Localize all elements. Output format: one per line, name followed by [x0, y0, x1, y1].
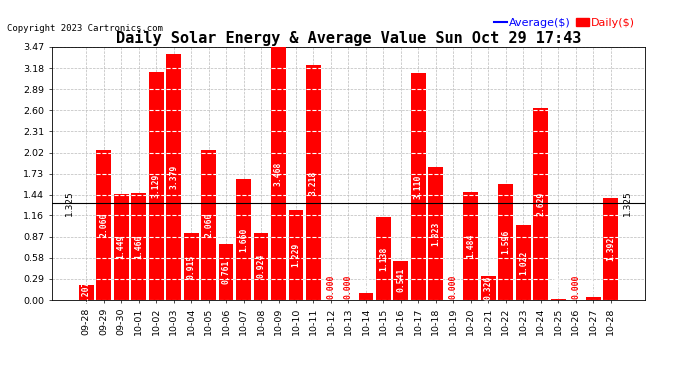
Bar: [79, 285, 94, 300]
Text: 1.229: 1.229: [291, 243, 300, 267]
Bar: [498, 184, 513, 300]
Text: 1.460: 1.460: [134, 234, 143, 259]
Bar: [481, 276, 496, 300]
Text: 3.468: 3.468: [274, 161, 283, 186]
Bar: [219, 244, 233, 300]
Bar: [166, 54, 181, 300]
Text: 1.138: 1.138: [379, 246, 388, 271]
Bar: [114, 194, 128, 300]
Bar: [376, 217, 391, 300]
Legend: Average($), Daily($): Average($), Daily($): [489, 13, 640, 32]
Bar: [254, 232, 268, 300]
Text: 1.660: 1.660: [239, 227, 248, 252]
Bar: [271, 47, 286, 300]
Bar: [201, 150, 216, 300]
Text: 3.379: 3.379: [169, 165, 178, 189]
Text: 0.326: 0.326: [484, 276, 493, 300]
Bar: [533, 108, 549, 300]
Bar: [306, 65, 321, 300]
Bar: [393, 261, 408, 300]
Bar: [551, 299, 566, 300]
Bar: [131, 194, 146, 300]
Text: 3.110: 3.110: [414, 174, 423, 199]
Text: 0.009: 0.009: [554, 272, 563, 296]
Bar: [288, 210, 304, 300]
Text: 3.129: 3.129: [152, 174, 161, 198]
Text: 1.823: 1.823: [431, 221, 440, 246]
Text: 0.000: 0.000: [449, 275, 458, 299]
Text: 0.043: 0.043: [589, 269, 598, 293]
Text: 1.449: 1.449: [117, 235, 126, 260]
Text: 1.392: 1.392: [607, 237, 615, 261]
Text: 2.060: 2.060: [204, 213, 213, 237]
Text: 3.218: 3.218: [309, 171, 318, 195]
Bar: [96, 150, 111, 300]
Bar: [603, 198, 618, 300]
Bar: [184, 233, 199, 300]
Bar: [516, 225, 531, 300]
Bar: [148, 72, 164, 300]
Text: 0.541: 0.541: [397, 268, 406, 292]
Text: 1.325: 1.325: [623, 190, 632, 216]
Bar: [359, 293, 373, 300]
Text: Copyright 2023 Cartronics.com: Copyright 2023 Cartronics.com: [7, 24, 163, 33]
Text: 1.022: 1.022: [519, 251, 528, 275]
Bar: [586, 297, 601, 300]
Bar: [464, 192, 478, 300]
Text: 2.060: 2.060: [99, 213, 108, 237]
Text: 1.484: 1.484: [466, 234, 475, 258]
Text: 0.000: 0.000: [344, 275, 353, 299]
Text: 0.915: 0.915: [186, 255, 195, 279]
Bar: [236, 179, 251, 300]
Text: 0.092: 0.092: [362, 265, 371, 290]
Text: 0.000: 0.000: [326, 275, 335, 299]
Text: 2.629: 2.629: [536, 192, 545, 216]
Text: 0.761: 0.761: [221, 260, 230, 284]
Text: 0.000: 0.000: [571, 275, 580, 299]
Text: 0.207: 0.207: [81, 280, 90, 304]
Bar: [411, 73, 426, 300]
Text: 0.924: 0.924: [257, 254, 266, 279]
Text: 1.325: 1.325: [65, 190, 74, 216]
Bar: [428, 167, 443, 300]
Text: 1.596: 1.596: [502, 230, 511, 254]
Title: Daily Solar Energy & Average Value Sun Oct 29 17:43: Daily Solar Energy & Average Value Sun O…: [116, 30, 581, 46]
